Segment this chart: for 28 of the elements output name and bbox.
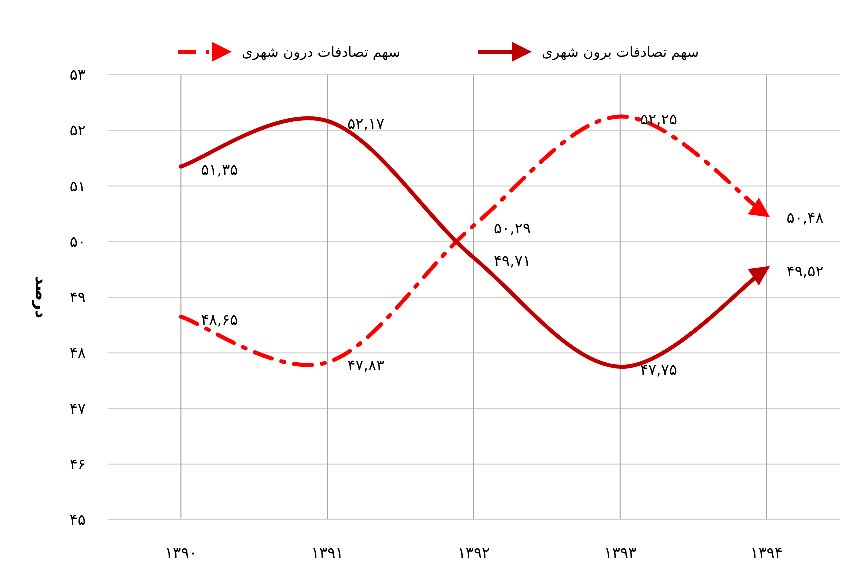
y-axis-title: درصد bbox=[32, 276, 51, 319]
data-label: ۵۲,۲۵ bbox=[640, 110, 678, 129]
data-label: ۵۲,۱۷ bbox=[348, 115, 385, 134]
y-tick-label: ۴۷ bbox=[70, 400, 86, 418]
data-label: ۵۱,۳۵ bbox=[201, 160, 238, 179]
legend-label: سهم تصادفات درون شهری bbox=[242, 45, 400, 61]
y-tick-label: ۵۲ bbox=[70, 122, 86, 140]
x-tick-label: ۱۳۹۳ bbox=[604, 544, 637, 562]
legend-label: سهم تصادفات برون شهری bbox=[542, 45, 700, 61]
x-tick-label: ۱۳۹۲ bbox=[458, 544, 490, 562]
data-label: ۵۰,۴۸ bbox=[786, 209, 824, 228]
data-label: ۴۸,۶۵ bbox=[201, 310, 238, 329]
x-tick-label: ۱۳۹۰ bbox=[165, 544, 198, 562]
x-tick-label: ۱۳۹۴ bbox=[750, 544, 783, 562]
data-label: ۴۹,۵۲ bbox=[786, 262, 824, 281]
legend: سهم تصادفات درون شهری سهم تصادفات برون شهری bbox=[178, 42, 700, 62]
y-tick-label: ۴۵ bbox=[70, 511, 86, 529]
data-label: ۴۷,۷۵ bbox=[640, 361, 678, 380]
data-label: ۴۷,۸۳ bbox=[348, 356, 385, 375]
y-tick-label: ۴۹ bbox=[70, 288, 86, 306]
data-label: ۵۰,۲۹ bbox=[494, 220, 531, 238]
data-label: ۴۹,۷۱ bbox=[494, 252, 531, 270]
y-tick-label: ۵۱ bbox=[70, 177, 86, 196]
y-tick-label: ۵۰ bbox=[70, 232, 86, 251]
y-tick-label: ۵۳ bbox=[70, 66, 86, 84]
y-tick-label: ۴۸ bbox=[70, 344, 86, 362]
x-tick-label: ۱۳۹۱ bbox=[311, 544, 344, 562]
y-tick-label: ۴۶ bbox=[70, 455, 86, 474]
